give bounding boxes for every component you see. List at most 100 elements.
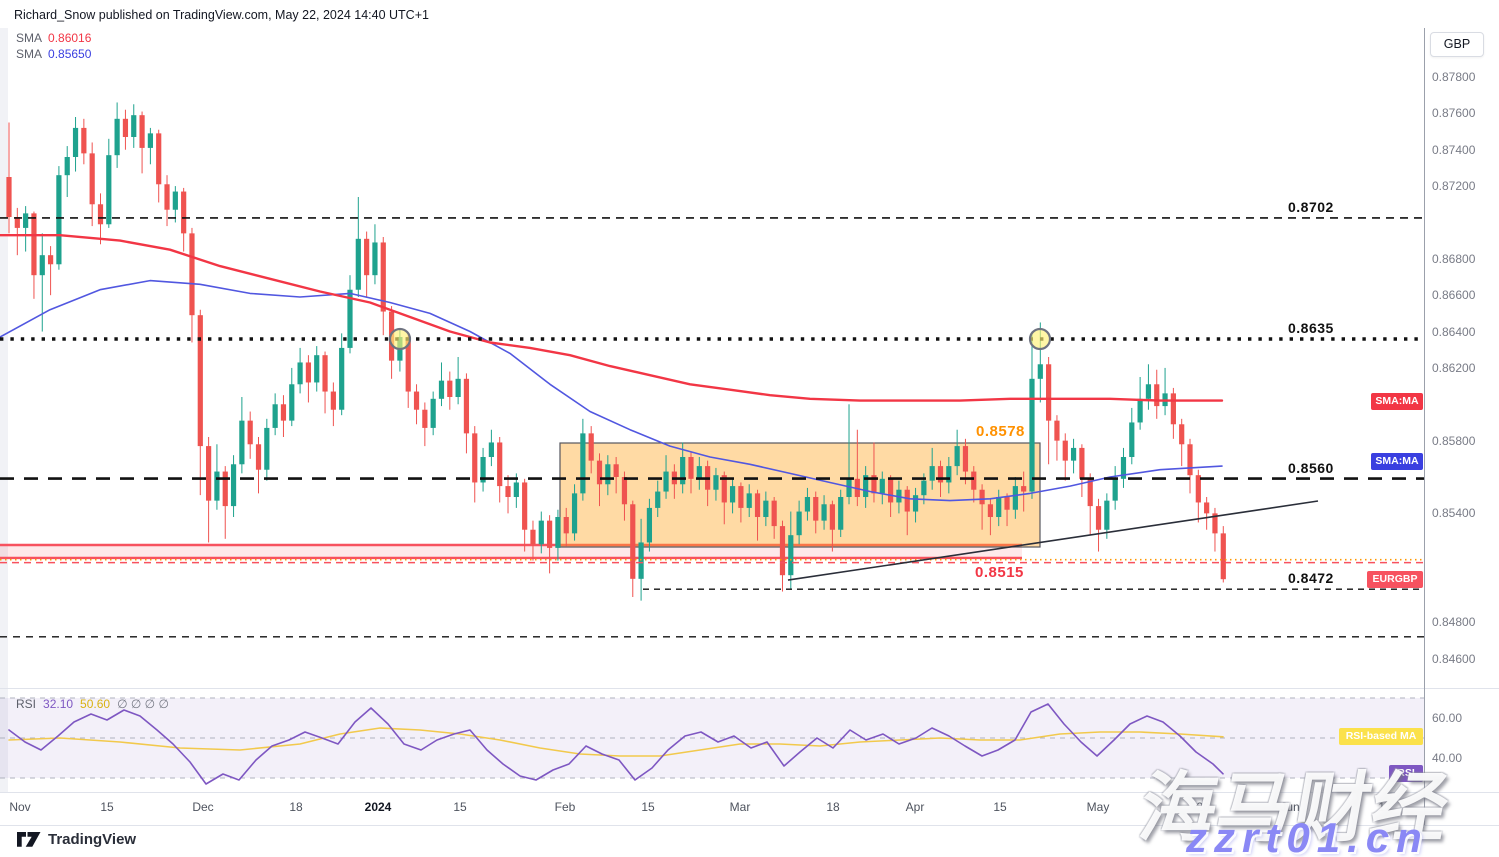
candle-body — [1037, 364, 1043, 379]
candle-body — [197, 315, 203, 447]
price-tick-0.87200: 0.87200 — [1432, 179, 1476, 194]
candle-body — [147, 133, 153, 148]
candle-body — [796, 511, 802, 536]
price-tick-0.85800: 0.85800 — [1432, 433, 1476, 448]
candle-body — [1195, 475, 1201, 503]
candle-body — [596, 460, 603, 485]
price-and-rsi-chart[interactable] — [0, 0, 1424, 792]
candle-body — [954, 446, 960, 467]
candle-body — [472, 433, 478, 483]
candle-body — [547, 520, 553, 548]
candle-body — [1120, 457, 1127, 479]
rsi-ma-value: 50.60 — [80, 697, 111, 711]
candle-body — [846, 478, 852, 498]
candle-body — [630, 504, 636, 579]
candle-body — [438, 380, 445, 399]
time-label-2024[interactable]: 2024 — [364, 800, 392, 814]
candle-body — [655, 491, 661, 508]
candle-body — [530, 529, 536, 545]
rsi-tick-40.00: 40.00 — [1432, 751, 1463, 765]
level-touch-circle-marker — [388, 327, 412, 351]
rsi-legend[interactable]: RSI 32.10 50.60 ∅ ∅ ∅ ∅ — [16, 697, 176, 711]
candle-body — [929, 466, 935, 481]
time-label-15[interactable]: 15 — [453, 800, 467, 814]
candle-body — [314, 355, 320, 383]
candle-body — [663, 471, 669, 492]
candle-body — [430, 398, 436, 428]
candle-body — [713, 475, 719, 490]
time-label-18[interactable]: 18 — [289, 800, 303, 814]
candle-body — [1004, 497, 1010, 510]
time-label-17[interactable]: 17 — [1378, 800, 1392, 814]
candle-body — [1220, 533, 1226, 580]
price-axis[interactable]: 0.87800 0.87600 0.87400 0.87200 0.86800 0.866… — [1339, 28, 1499, 792]
candle-body — [422, 409, 428, 428]
time-label-Mar[interactable]: Mar — [729, 800, 751, 814]
candle-body — [646, 507, 653, 543]
price-source-chip: SMA:MA — [1371, 392, 1423, 410]
legend-sma-fast[interactable]: SMA 0.86016 — [16, 31, 91, 47]
candle-body — [181, 191, 187, 234]
time-label-15[interactable]: 15 — [993, 800, 1007, 814]
candle-body — [255, 444, 262, 470]
time-label-15[interactable]: 15 — [100, 800, 114, 814]
candle-body — [563, 517, 569, 534]
time-label-15[interactable]: 15 — [641, 800, 655, 814]
candle-body — [1070, 447, 1077, 461]
time-label-Nov[interactable]: Nov — [9, 800, 31, 814]
time-label-Jun[interactable]: Jun — [1280, 800, 1300, 814]
candle-body — [330, 391, 336, 410]
time-label-Apr[interactable]: Apr — [905, 800, 925, 814]
candle-body — [31, 213, 37, 276]
candle-body — [81, 127, 87, 154]
candle-body — [1145, 384, 1152, 399]
candle-body — [621, 477, 628, 505]
candle-body — [779, 526, 786, 576]
time-label-May[interactable]: May — [1086, 800, 1110, 814]
tradingview-logo-link[interactable]: TradingView — [17, 831, 136, 848]
candle-body — [1104, 500, 1110, 530]
price-tick-0.86800: 0.86800 — [1432, 251, 1476, 266]
time-axis[interactable]: Nov 15 Dec 18 2024 15 Feb 15 Mar 18 Apr 15 May 20 Jun 1… — [0, 800, 1424, 820]
time-label-Feb[interactable]: Feb — [554, 800, 576, 814]
candle-body — [638, 542, 644, 579]
candle-body — [97, 204, 104, 225]
candle-body — [962, 446, 969, 472]
tradingview-logo-icon — [17, 832, 41, 847]
candle-body — [131, 115, 137, 138]
price-tick-0.86400: 0.86400 — [1432, 324, 1476, 339]
candle-body — [23, 213, 29, 228]
candle-body — [1129, 422, 1135, 458]
rsi-source-chip: RSI — [1389, 765, 1423, 783]
legend-sma-fast-label: SMA — [16, 31, 43, 45]
price-tick-0.87600: 0.87600 — [1432, 106, 1476, 121]
candle-body — [729, 486, 736, 503]
candle-body — [214, 471, 220, 501]
candle-body — [164, 184, 170, 210]
rsi-value: 32.10 — [43, 697, 74, 711]
time-label-20[interactable]: 20 — [1196, 800, 1210, 814]
candle-body — [979, 489, 985, 505]
candle-body — [871, 475, 877, 494]
legend-sma-slow[interactable]: SMA 0.85650 — [16, 47, 91, 63]
candle-body — [946, 466, 952, 483]
candle-body — [305, 362, 312, 383]
time-label-18[interactable]: 18 — [826, 800, 840, 814]
candle-body — [1062, 440, 1068, 461]
support-band-zone — [0, 545, 1022, 558]
pane-separator[interactable] — [0, 688, 1499, 689]
time-label-Dec[interactable]: Dec — [192, 800, 214, 814]
candle-body — [1095, 506, 1102, 530]
candle-body — [904, 489, 910, 512]
rsi-legend-label: RSI — [16, 697, 37, 711]
price-tick-0.85400: 0.85400 — [1432, 506, 1476, 521]
candle-body — [1021, 486, 1027, 492]
price-tick-0.84600: 0.84600 — [1432, 651, 1476, 666]
currency-toggle-button[interactable]: GBP — [1430, 32, 1484, 57]
candle-body — [1187, 444, 1193, 476]
candle-body — [239, 420, 245, 465]
candle-body — [39, 255, 45, 276]
candle-body — [571, 493, 578, 534]
candle-body — [297, 362, 303, 385]
